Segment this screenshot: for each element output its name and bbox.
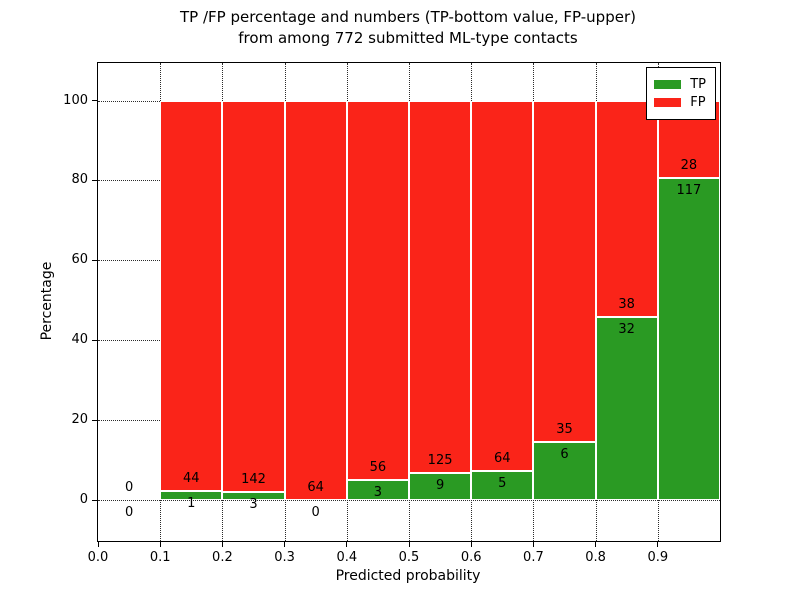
chart-title: TP /FP percentage and numbers (TP-bottom… — [97, 7, 719, 49]
tp-bar-segment — [346, 479, 409, 500]
fp-bar-segment — [471, 100, 534, 472]
plot-area: TP FP 0 20 40 60 80 100 0.0 0.1 0.2 0.3 0.4 0.5 0.6 0… — [63, 62, 721, 565]
fp-bar-segment — [409, 100, 472, 474]
fp-bar-segment — [595, 100, 658, 318]
tp-bar-segment — [595, 317, 658, 500]
tp-count-label: 3 — [249, 496, 258, 512]
y-axis-tick — [92, 419, 97, 421]
fp-bar-segment — [346, 100, 409, 480]
tp-count-label: 5 — [498, 476, 507, 492]
tp-bar-segment — [471, 471, 534, 500]
x-axis-tick — [470, 542, 472, 547]
x-tick-label: 0.6 — [460, 550, 482, 565]
x-axis-tick — [408, 542, 410, 547]
y-axis-tick — [92, 100, 97, 101]
x-axis-tick — [346, 542, 348, 547]
fp-count-label: 35 — [556, 421, 573, 437]
tp-bar-segment — [409, 473, 472, 500]
x-tick-label: 0.4 — [336, 550, 358, 565]
y-tick-label: 40 — [71, 332, 88, 348]
x-axis-tick — [595, 542, 597, 547]
y-tick-label: 60 — [71, 252, 88, 268]
y-tick-label: 80 — [71, 172, 88, 188]
tp-bar-segment — [160, 491, 223, 500]
y-axis-tick — [92, 259, 97, 261]
tp-count-label: 9 — [435, 478, 445, 494]
fp-count-label: 0 — [124, 480, 134, 495]
x-tick-label: 0.9 — [647, 550, 669, 565]
y-tick-label: 0 — [79, 492, 88, 507]
fp-count-label: 44 — [183, 471, 200, 487]
x-axis-tick — [657, 542, 659, 547]
x-tick-label: 0.5 — [398, 550, 420, 565]
fp-bar-segment — [284, 100, 347, 500]
tp-count-label: 0 — [311, 505, 320, 520]
legend: TP FP — [646, 67, 716, 120]
y-axis-tick — [92, 499, 97, 501]
fp-count-label: 142 — [241, 471, 266, 487]
fp-legend-label: FP — [690, 95, 706, 110]
x-axis-tick — [159, 542, 161, 547]
fp-bar-segment — [533, 100, 596, 442]
x-axis-tick — [221, 542, 223, 547]
tp-count-label: 1 — [187, 496, 196, 512]
legend-item-fp: FP — [654, 95, 706, 110]
fp-count-label: 56 — [369, 459, 387, 475]
tp-count-label: 117 — [676, 182, 702, 198]
x-tick-label: 0.0 — [87, 550, 109, 565]
fp-count-label: 125 — [427, 453, 453, 469]
tp-count-label: 32 — [618, 322, 635, 338]
tp-legend-label: TP — [690, 77, 706, 92]
tp-count-label: 3 — [373, 484, 383, 500]
tp-bar-segment — [222, 491, 285, 500]
y-axis-tick — [92, 179, 97, 181]
x-tick-label: 0.8 — [585, 550, 606, 565]
y-axis-tick — [92, 339, 97, 341]
tp-bar-segment — [533, 441, 596, 500]
y-axis-label: Percentage — [39, 261, 55, 341]
x-tick-label: 0.1 — [149, 550, 171, 565]
x-tick-label: 0.3 — [274, 550, 295, 565]
tp-legend-swatch-icon — [654, 80, 682, 89]
tp-count-label: 0 — [124, 505, 134, 520]
fp-count-label: 28 — [680, 157, 698, 173]
x-tick-label: 0.7 — [523, 550, 544, 565]
chart-title-line1: TP /FP percentage and numbers (TP-bottom… — [180, 8, 636, 26]
x-axis-label: Predicted probability — [335, 568, 481, 584]
legend-item-tp: TP — [654, 77, 706, 92]
tp-bar-segment — [657, 177, 720, 500]
y-tick-label: 20 — [71, 412, 88, 428]
fp-bar-segment — [222, 100, 285, 492]
x-tick-label: 0.2 — [212, 550, 233, 565]
fp-count-label: 38 — [618, 297, 635, 313]
y-tick-label: 100 — [63, 92, 88, 108]
fp-count-label: 64 — [494, 451, 511, 467]
fp-bar-segment — [160, 100, 223, 492]
fp-legend-swatch-icon — [654, 98, 682, 107]
fp-count-label: 64 — [307, 480, 324, 495]
x-axis-tick — [284, 542, 286, 547]
x-axis-tick — [97, 542, 99, 547]
chart-title-line2: from among 772 submitted ML-type contact… — [238, 29, 578, 47]
x-axis-tick — [532, 542, 534, 547]
tp-count-label: 6 — [560, 446, 569, 462]
